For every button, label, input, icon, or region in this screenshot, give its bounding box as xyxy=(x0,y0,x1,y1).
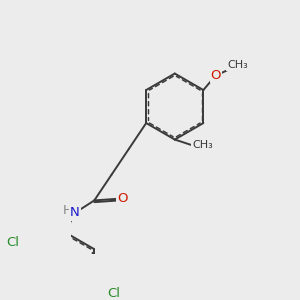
Text: CH₃: CH₃ xyxy=(227,60,248,70)
Text: O: O xyxy=(117,192,128,205)
Text: O: O xyxy=(211,69,221,82)
Text: CH₃: CH₃ xyxy=(192,140,213,150)
Text: Cl: Cl xyxy=(107,287,120,300)
Text: Cl: Cl xyxy=(7,236,20,249)
Text: N: N xyxy=(70,206,80,220)
Text: H: H xyxy=(63,204,73,217)
